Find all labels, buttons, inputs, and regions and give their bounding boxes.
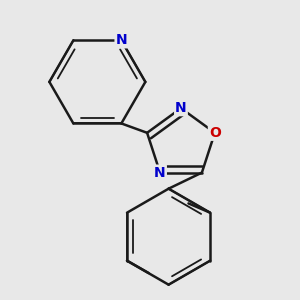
Text: N: N [175, 101, 187, 115]
Text: N: N [154, 166, 166, 180]
Text: O: O [209, 126, 221, 140]
Text: N: N [116, 33, 127, 47]
